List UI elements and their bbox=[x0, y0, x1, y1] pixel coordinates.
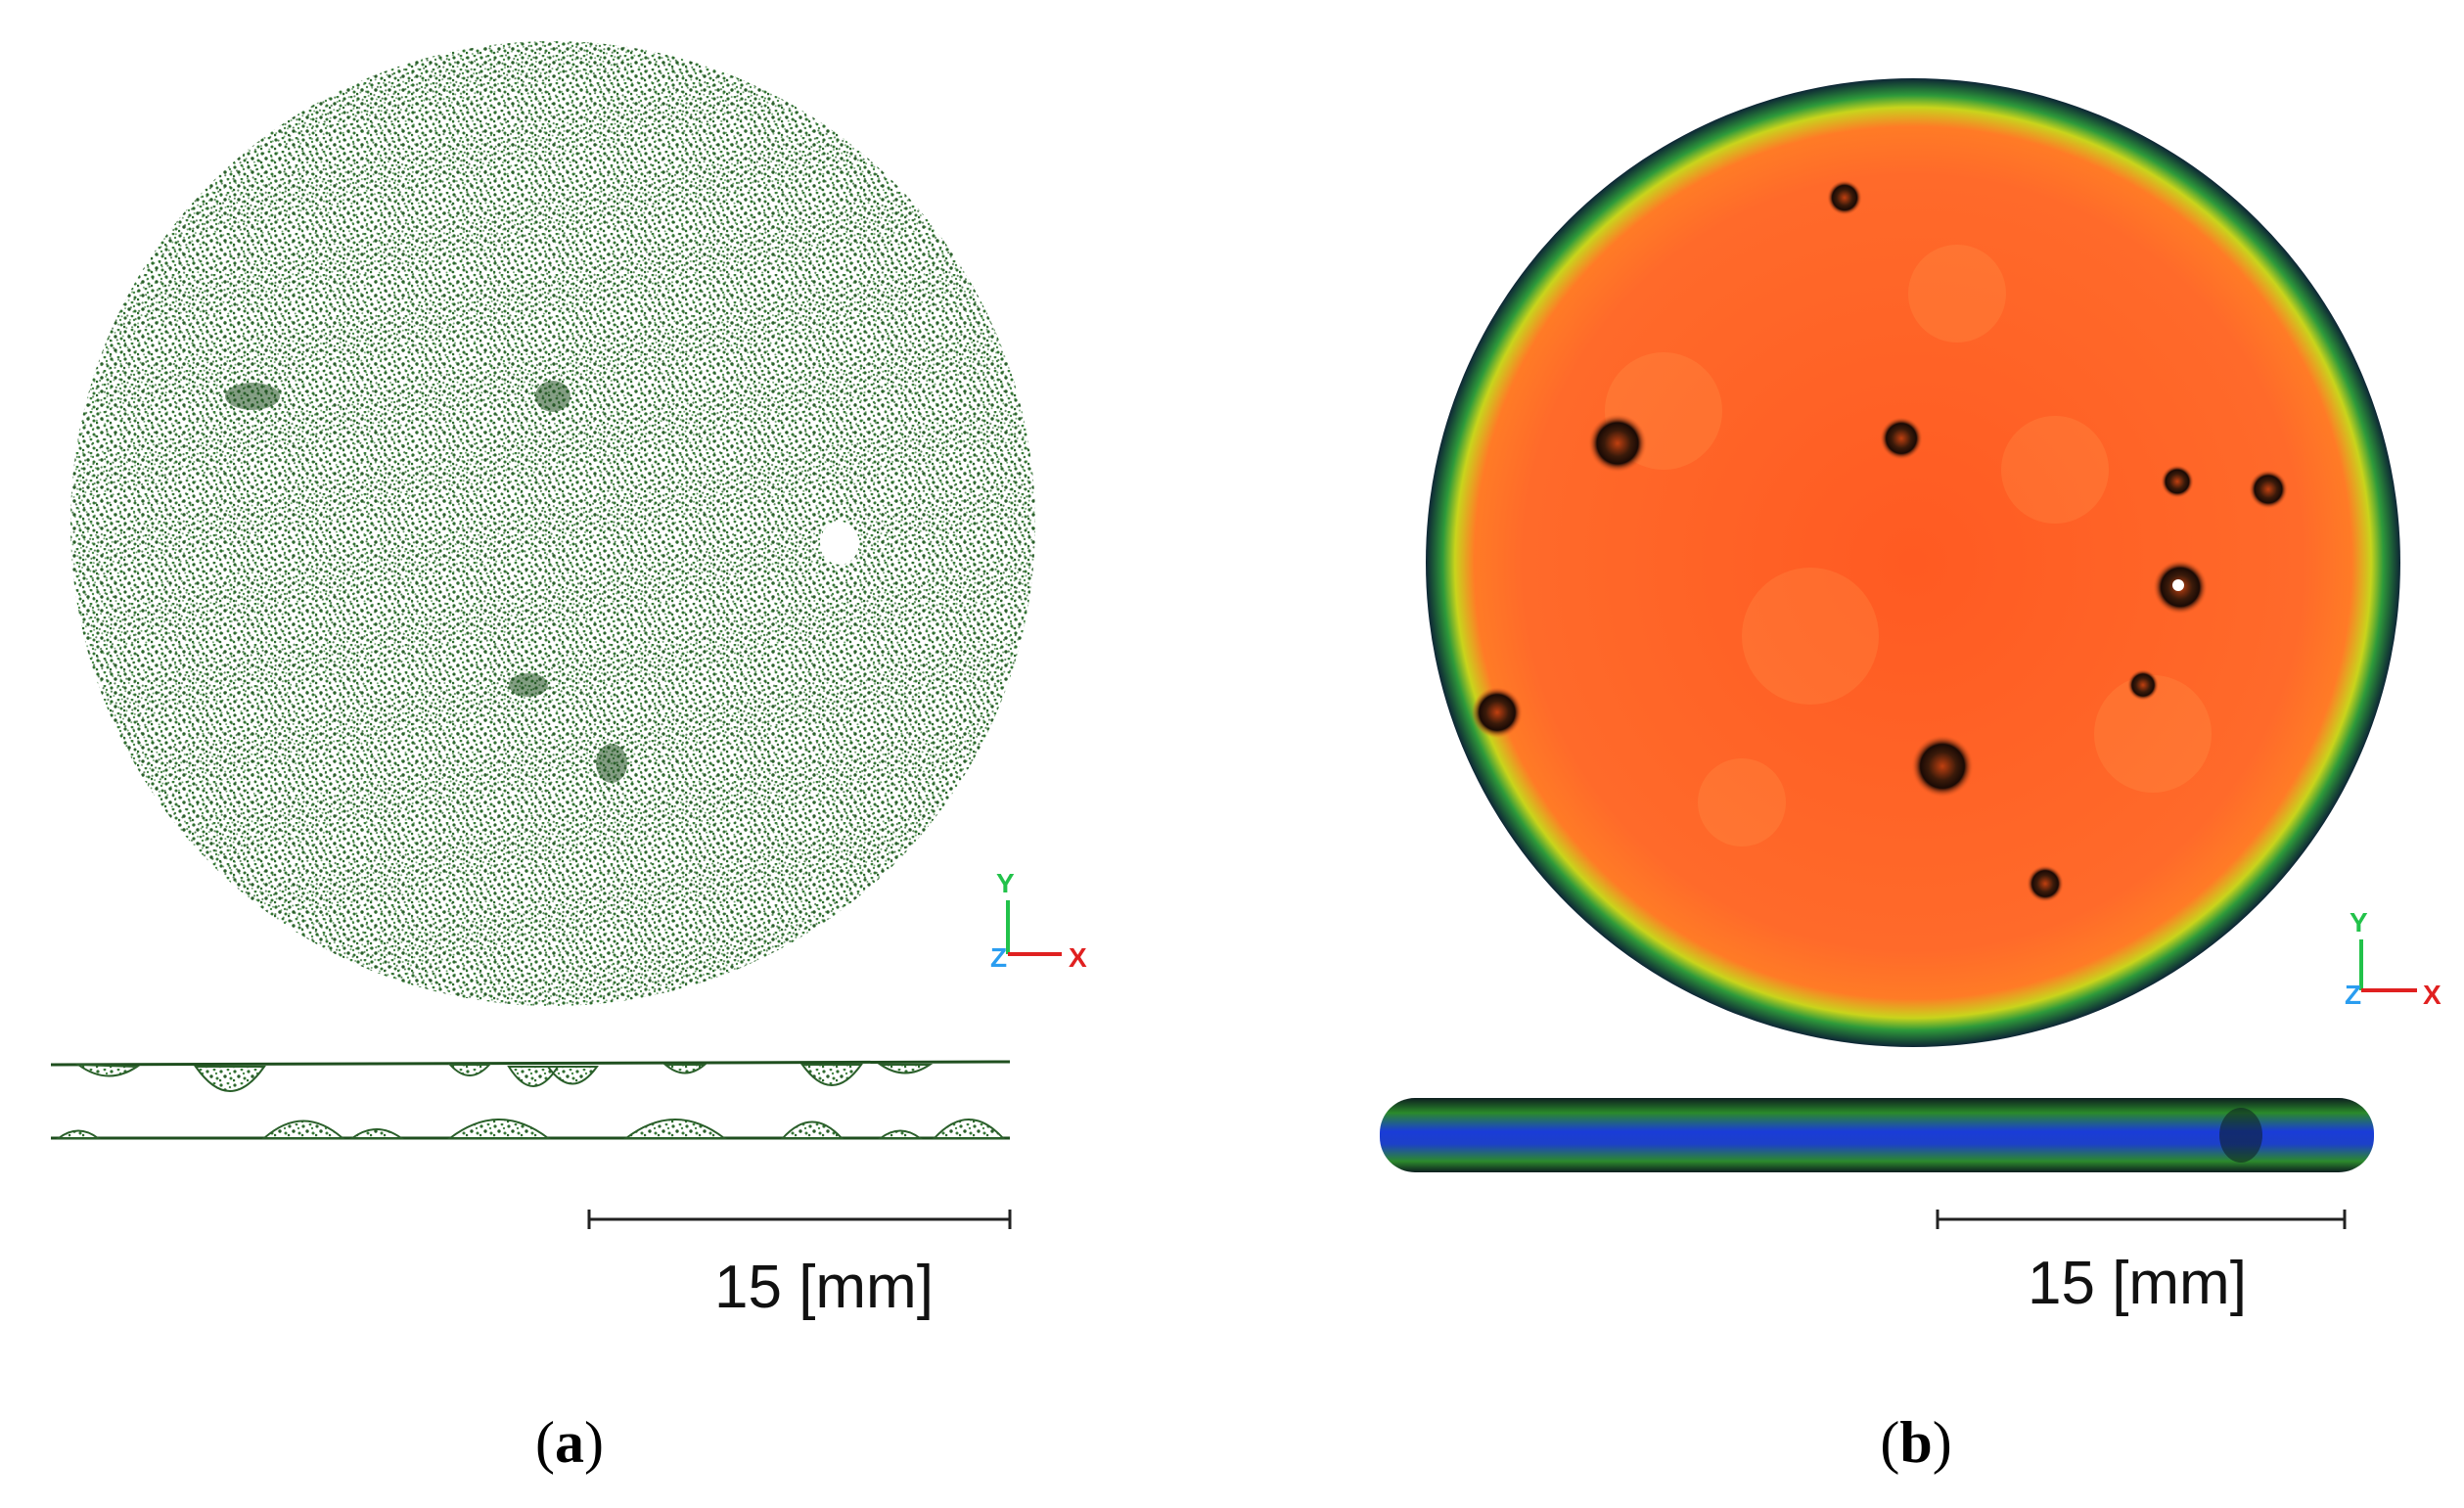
panel-b: Y Z X bbox=[1380, 78, 2441, 1229]
panel-a: Y Z X bbox=[50, 41, 1087, 1229]
axis-triad-b: Y Z X bbox=[2345, 907, 2441, 1010]
scale-bar-a bbox=[587, 1210, 1012, 1229]
scale-bar-a-label: 15 [mm] bbox=[714, 1254, 934, 1321]
axis-z-label: Z bbox=[990, 942, 1007, 973]
axis-x-label: X bbox=[2423, 980, 2441, 1010]
axis-triad-a: Y Z X bbox=[990, 868, 1087, 973]
panel-label-a: (a) bbox=[535, 1410, 604, 1475]
pointcloud-void bbox=[820, 522, 859, 565]
pointcloud-defects bbox=[225, 381, 627, 783]
surface-side-profile bbox=[1380, 1098, 2374, 1172]
surface-pits bbox=[1472, 180, 2288, 902]
scale-bar-b bbox=[1936, 1210, 2347, 1229]
axis-y-label: Y bbox=[2350, 907, 2368, 937]
axis-z-label: Z bbox=[2345, 980, 2361, 1010]
pointcloud-side-profile bbox=[50, 1060, 1011, 1140]
axis-y-label: Y bbox=[996, 868, 1015, 898]
scale-bar-b-label: 15 [mm] bbox=[2028, 1250, 2247, 1317]
axis-x-label: X bbox=[1069, 942, 1087, 973]
panel-label-b: (b) bbox=[1880, 1410, 1952, 1475]
surface-disk-top-view bbox=[1426, 78, 2400, 1047]
